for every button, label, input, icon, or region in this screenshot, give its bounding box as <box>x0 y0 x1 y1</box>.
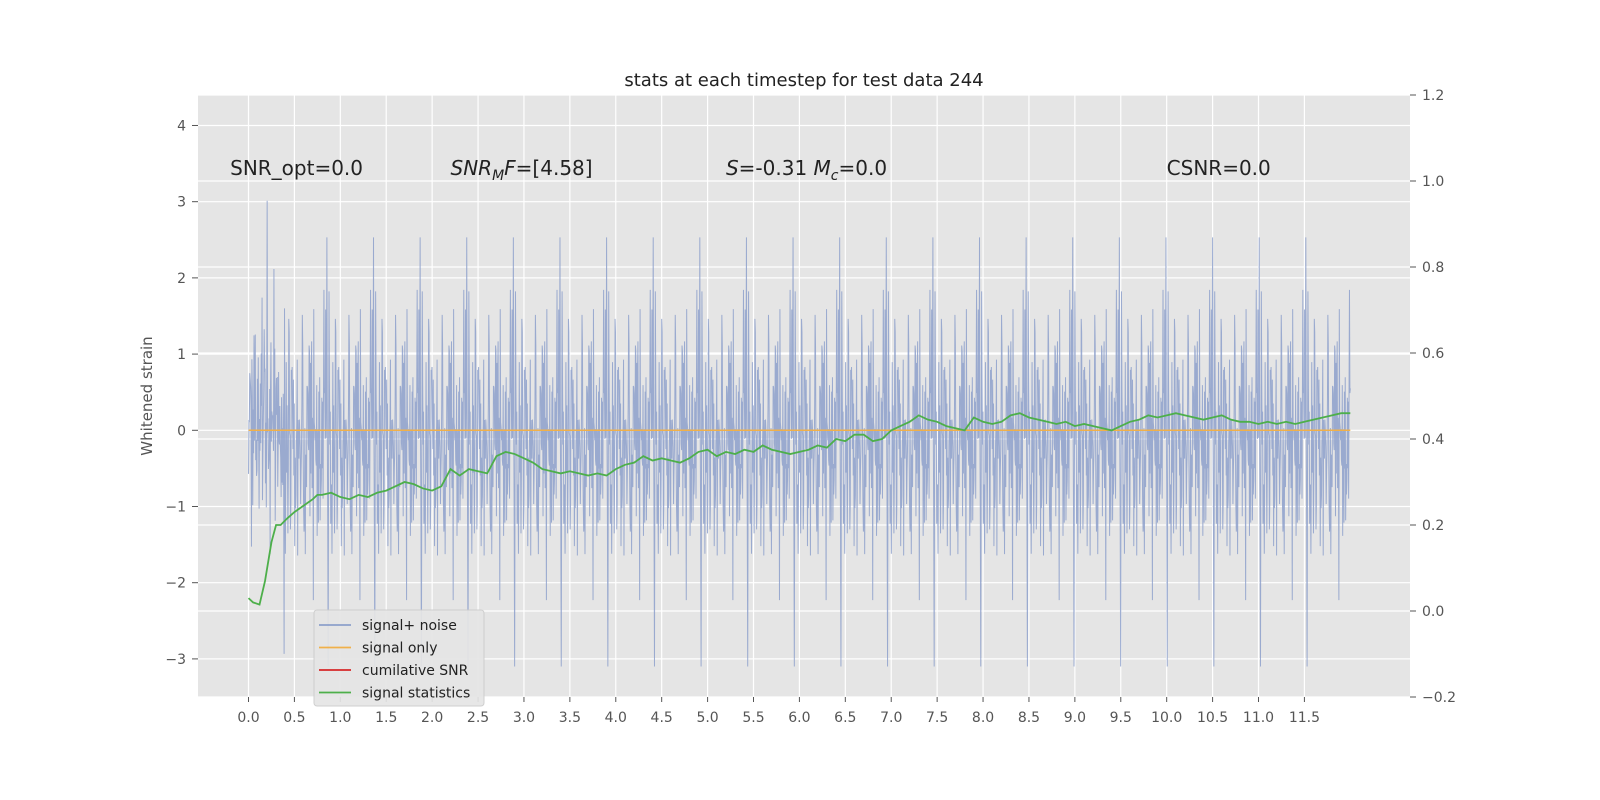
x-tick-label: 4.0 <box>605 710 627 726</box>
noise-series <box>248 200 1351 667</box>
x-tick-label: 7.5 <box>926 710 948 726</box>
legend-box <box>313 609 485 707</box>
x-tick-label: 2.0 <box>421 710 443 726</box>
y2-tick-label: 0.8 <box>1422 260 1444 276</box>
y2-tick-label: 0.0 <box>1422 604 1444 620</box>
y2-tick-label: 0.4 <box>1422 432 1444 448</box>
x-tick-label: 10.5 <box>1197 710 1228 726</box>
x-tick-label: 4.5 <box>651 710 673 726</box>
x-tick-label: 1.5 <box>375 710 397 726</box>
x-tick-label: 3.5 <box>559 710 581 726</box>
y-tick-label: 2 <box>177 271 186 287</box>
chart-title: stats at each timestep for test data 244 <box>624 70 983 91</box>
x-tick-label: 8.5 <box>1018 710 1040 726</box>
x-tick-label: 9.0 <box>1064 710 1086 726</box>
x-tick-label: 1.0 <box>329 710 351 726</box>
annotations: SNR_opt=0.0 SNRMF=[4.58] S=-0.31 Mc=0.0 CSN… <box>230 156 1271 184</box>
x-axis: 0.0 0.5 1.0 1.5 2.0 2.5 3.0 3.5 4.0 4.5 5.0 5.5 6.0 6… <box>237 697 1320 726</box>
x-tick-label: 0.5 <box>283 710 305 726</box>
y-tick-label: −2 <box>165 576 186 592</box>
y2-tick-label: −0.2 <box>1422 690 1456 706</box>
legend-entry-2: cumilative SNR <box>362 663 469 679</box>
x-tick-label: 0.0 <box>237 710 259 726</box>
series-signal-noise-line <box>248 200 1351 667</box>
x-tick-label: 6.5 <box>834 710 856 726</box>
legend: signal+ noise signal only cumilative SNR si… <box>313 609 485 707</box>
y-tick-label: −1 <box>165 499 186 515</box>
y-axis-label: Whitened strain <box>138 336 156 455</box>
y-axis-right: −0.2 0.0 0.2 0.4 0.6 0.8 1.0 1.2 <box>1410 88 1456 706</box>
x-tick-label: 11.5 <box>1289 710 1320 726</box>
x-tick-label: 3.0 <box>513 710 535 726</box>
x-tick-label: 7.0 <box>880 710 902 726</box>
y-tick-label: 0 <box>177 423 186 439</box>
x-tick-label: 8.0 <box>972 710 994 726</box>
y2-tick-label: 0.2 <box>1422 518 1444 534</box>
annotation-snr-mf: SNRMF=[4.58] <box>451 156 593 184</box>
series-layer <box>247 412 1351 606</box>
x-tick-label: 2.5 <box>467 710 489 726</box>
legend-entry-1: signal only <box>362 641 437 657</box>
x-tick-label: 6.0 <box>788 710 810 726</box>
y-tick-label: 1 <box>177 347 186 363</box>
x-tick-label: 9.5 <box>1110 710 1132 726</box>
series-line-3 <box>247 412 1351 606</box>
x-tick-label: 5.5 <box>742 710 764 726</box>
y2-tick-label: 0.6 <box>1422 346 1444 362</box>
y-tick-label: 3 <box>177 195 186 211</box>
annotation-csnr: CSNR=0.0 <box>1167 156 1271 180</box>
annotation-snr-opt: SNR_opt=0.0 <box>230 156 363 180</box>
y-axis-left: −3 −2 −1 0 1 2 3 4 <box>165 118 198 668</box>
y-tick-label: −3 <box>165 652 186 668</box>
annotation-s-mc: S=-0.31 Mc=0.0 <box>726 156 887 184</box>
x-tick-label: 5.0 <box>696 710 718 726</box>
x-tick-label: 11.0 <box>1243 710 1274 726</box>
legend-entry-0: signal+ noise <box>362 618 457 634</box>
y2-tick-label: 1.0 <box>1422 174 1444 190</box>
y2-tick-label: 1.2 <box>1422 88 1444 104</box>
x-tick-label: 10.0 <box>1151 710 1182 726</box>
legend-entry-3: signal statistics <box>362 686 470 702</box>
y-tick-label: 4 <box>177 118 186 134</box>
